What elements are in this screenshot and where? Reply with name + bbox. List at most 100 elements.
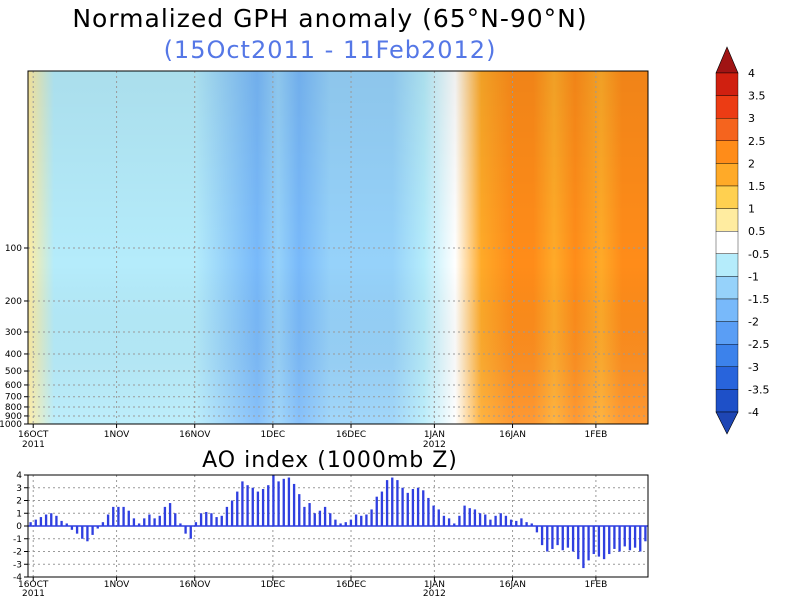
ao-bar	[360, 515, 363, 526]
ao-bar	[112, 506, 115, 527]
ao-bar	[540, 526, 544, 546]
ao-bar	[437, 509, 440, 526]
colorbar-label: 1.5	[748, 180, 766, 193]
colorbar-label: -3.5	[748, 383, 769, 396]
ao-bar	[391, 477, 394, 526]
ao-bar	[81, 526, 84, 539]
ao-bar	[447, 518, 451, 526]
ao-bar	[365, 514, 368, 526]
ao-xtick-label: 1NOV	[104, 580, 130, 590]
ao-xtick-label: 16NOV	[179, 580, 211, 590]
ao-bar	[143, 518, 146, 526]
ao-bar	[571, 526, 575, 552]
gph-ytick-label: 300	[5, 328, 22, 338]
gph-ytick-label: 800	[5, 403, 22, 413]
ao-bar	[484, 514, 487, 526]
ao-bar	[551, 526, 554, 549]
colorbar-box	[715, 276, 739, 300]
ao-bar	[432, 505, 435, 526]
ao-year-label: 2012	[423, 589, 446, 599]
colorbar-label: 3.5	[748, 90, 766, 103]
ao-bar	[292, 483, 296, 526]
ao-bar	[277, 481, 280, 527]
ao-bars	[29, 475, 647, 569]
ao-ytick-label: -1	[13, 535, 22, 545]
ao-bar	[422, 490, 425, 526]
gph-ytick-label: 1000	[0, 420, 22, 430]
gph-xtick-label: 16NOV	[179, 430, 211, 440]
chart-subtitle: (15Oct2011 - 11Feb2012)	[163, 36, 497, 64]
ao-bar	[174, 513, 177, 526]
ao-bar	[349, 519, 353, 527]
ao-bar	[117, 506, 120, 527]
colorbar-label: 1	[748, 203, 755, 216]
ao-bar	[39, 517, 43, 526]
ao-bar	[334, 519, 337, 527]
colorbar-label: 3	[748, 112, 755, 125]
ao-bar	[34, 519, 37, 527]
ao-bar	[230, 500, 234, 526]
gph-xtick-label: 1DEC	[261, 430, 286, 440]
ao-bar	[55, 515, 58, 526]
ao-bar	[205, 511, 208, 526]
ao-bar	[546, 526, 549, 552]
ao-bar	[608, 526, 611, 555]
colorbar-label: -2.5	[748, 338, 769, 351]
ao-bar	[132, 518, 136, 526]
ao-ytick-label: 1	[16, 509, 22, 519]
ao-bar	[122, 506, 125, 527]
ao-bar	[494, 515, 497, 526]
ao-bar	[50, 513, 53, 526]
ao-bar	[29, 522, 32, 526]
ao-bar	[385, 480, 389, 526]
ao-xtick-label: 16JAN	[499, 580, 526, 590]
ao-bar	[308, 503, 311, 526]
ao-bar	[499, 513, 502, 526]
ao-bar	[323, 506, 327, 527]
colorbar-label: -1	[748, 270, 759, 283]
gph-ytick-label: 200	[5, 297, 22, 307]
ao-bar	[256, 491, 260, 526]
ao-bar	[520, 518, 523, 526]
gph-ytick-label: 500	[5, 367, 22, 377]
ao-ytick-label: 2	[16, 497, 22, 507]
colorbar-box	[715, 208, 739, 232]
ao-bar	[566, 526, 570, 548]
ao-bar	[75, 526, 79, 534]
ao-bar	[44, 514, 48, 526]
colorbar-box	[715, 321, 739, 345]
ao-xtick-label: 1JAN	[424, 580, 445, 590]
ao-bar	[509, 519, 513, 527]
ao-bar	[401, 487, 404, 526]
ao-bar	[282, 478, 285, 526]
ao-bar	[70, 526, 74, 530]
ao-bar	[354, 514, 358, 526]
ao-bar	[215, 517, 218, 526]
gph-ytick-label: 700	[5, 393, 22, 403]
ao-bar	[504, 515, 508, 526]
ao-bar	[246, 485, 249, 526]
ao-bar	[168, 503, 172, 526]
ao-ytick-label: -4	[13, 573, 22, 583]
gph-xtick-label: 16DEC	[336, 430, 366, 440]
ao-bar	[468, 508, 471, 526]
ao-bar	[633, 526, 637, 548]
ao-bar	[380, 491, 384, 526]
chart-title: Normalized GPH anomaly (65°N-90°N)	[72, 4, 588, 33]
ao-bar	[628, 526, 632, 551]
ao-chart-title: AO index (1000mb Z)	[202, 448, 458, 473]
colorbar-label: 2	[748, 157, 755, 170]
colorbar-box	[715, 185, 739, 209]
ao-bar	[163, 506, 167, 527]
ao-bar	[375, 496, 378, 526]
ao-bar	[153, 518, 156, 526]
ao-xtick-label: 16OCT	[18, 580, 49, 590]
ao-bar	[179, 523, 182, 526]
ao-bar	[530, 523, 533, 526]
gph-year-label: 2012	[423, 440, 446, 450]
ao-bar	[396, 480, 399, 526]
gph-xtick-label: 1FEB	[585, 430, 608, 440]
colorbar-label: -1.5	[748, 293, 769, 306]
